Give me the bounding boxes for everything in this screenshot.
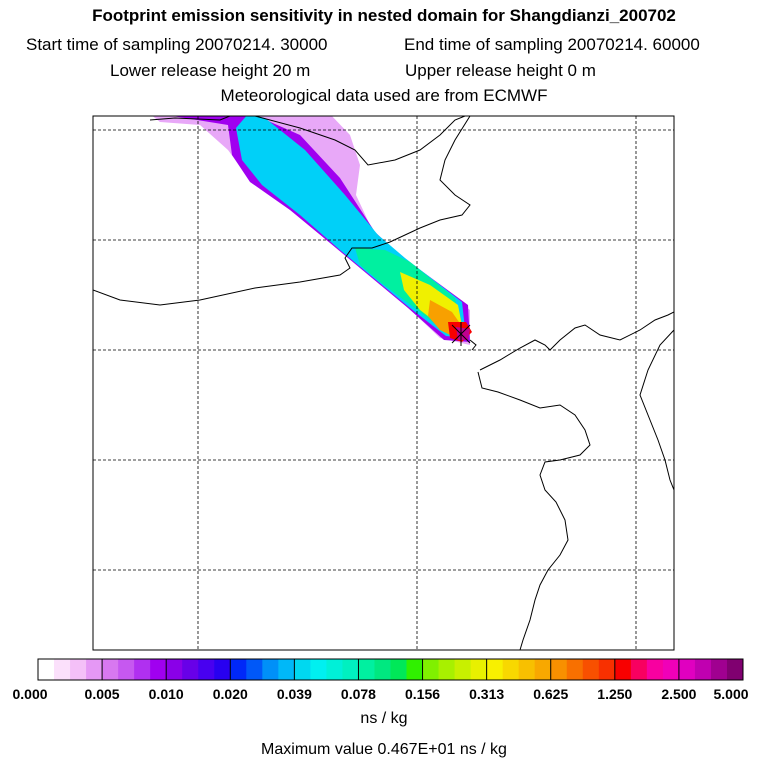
colorbar-cell bbox=[662, 659, 680, 680]
colorbar-cell bbox=[118, 659, 135, 680]
colorbar-tick-label: 5.000 bbox=[713, 686, 749, 702]
colorbar-cell bbox=[390, 659, 408, 680]
colorbar-cell bbox=[454, 659, 472, 680]
colorbar-cell bbox=[438, 659, 456, 680]
station-marker bbox=[451, 322, 471, 346]
colorbar-cell bbox=[630, 659, 648, 680]
coastline-layer bbox=[93, 116, 674, 650]
colorbar-cell bbox=[278, 659, 295, 680]
colorbar-cell bbox=[230, 659, 247, 680]
lower-height-label: Lower release height 20 m bbox=[110, 61, 311, 80]
colorbar-cell bbox=[374, 659, 391, 680]
colorbar-cell bbox=[726, 659, 744, 680]
colorbar-cell bbox=[582, 659, 600, 680]
colorbar-cell bbox=[678, 659, 696, 680]
colorbar-tick-label: 0.039 bbox=[276, 686, 312, 702]
colorbar-cell bbox=[358, 659, 375, 680]
colorbar-cell bbox=[86, 659, 103, 680]
colorbar-cell bbox=[534, 659, 552, 680]
colorbar-tick-label: 0.010 bbox=[148, 686, 184, 702]
coastline-north bbox=[149, 116, 466, 166]
colorbar-cell bbox=[406, 659, 424, 680]
colorbar-tick-label: 1.250 bbox=[597, 686, 633, 702]
colorbar-cell bbox=[486, 659, 504, 680]
grid-lines bbox=[93, 116, 674, 650]
upper-height-label: Upper release height 0 m bbox=[405, 61, 596, 80]
colorbar-cell bbox=[326, 659, 343, 680]
colorbar-cell bbox=[518, 659, 536, 680]
colorbar-frame bbox=[37, 658, 744, 681]
colorbar-tick-label: 0.078 bbox=[340, 686, 376, 702]
colorbar-cell bbox=[694, 659, 712, 680]
units-label: ns / kg bbox=[360, 710, 408, 727]
colorbar-cell bbox=[70, 659, 87, 680]
end-time-label: End time of sampling 20070214. 60000 bbox=[404, 35, 700, 54]
colorbar-cell bbox=[566, 659, 584, 680]
colorbar-tick-label: 0.000 bbox=[12, 686, 48, 702]
colorbar-cell bbox=[214, 659, 231, 680]
plume-max bbox=[456, 327, 470, 340]
colorbar-cell bbox=[342, 659, 359, 680]
colorbar-cell bbox=[134, 659, 151, 680]
colorbar-cell bbox=[310, 659, 327, 680]
colorbar-cell bbox=[598, 659, 616, 680]
colorbar-cell bbox=[166, 659, 183, 680]
coastline-korea bbox=[639, 329, 674, 491]
colorbar-cell bbox=[502, 659, 520, 680]
colorbar-cell bbox=[710, 659, 728, 680]
coastline-bay bbox=[93, 116, 471, 306]
colorbar-cell bbox=[198, 659, 215, 680]
colorbar-cell bbox=[614, 659, 632, 680]
colorbar-cell bbox=[262, 659, 279, 680]
met-data-label: Meteorological data used are from ECMWF bbox=[220, 86, 548, 105]
colorbar-cell bbox=[550, 659, 568, 680]
colorbar-cell bbox=[470, 659, 488, 680]
plume-layer bbox=[152, 116, 472, 345]
colorbar-cell bbox=[54, 659, 71, 680]
colorbar-cell bbox=[38, 659, 55, 680]
colorbar-tick-label: 0.005 bbox=[84, 686, 120, 702]
colorbar-cell bbox=[246, 659, 263, 680]
start-time-label: Start time of sampling 20070214. 30000 bbox=[26, 35, 328, 54]
colorbar bbox=[38, 659, 744, 680]
map-frame bbox=[92, 115, 675, 651]
map-title: Footprint emission sensitivity in nested… bbox=[92, 6, 676, 25]
max-value-label: Maximum value 0.467E+01 ns / kg bbox=[261, 741, 507, 758]
colorbar-tick-label: 0.156 bbox=[405, 686, 441, 702]
colorbar-cell bbox=[646, 659, 664, 680]
colorbar-cell bbox=[182, 659, 199, 680]
colorbar-cell bbox=[422, 659, 440, 680]
coastline-east bbox=[479, 311, 674, 371]
colorbar-tick-label: 0.625 bbox=[533, 686, 569, 702]
colorbar-dividers bbox=[101, 659, 680, 680]
colorbar-cell bbox=[102, 659, 119, 680]
coastline-peninsula bbox=[477, 371, 591, 650]
colorbar-tick-label: 0.020 bbox=[212, 686, 248, 702]
colorbar-cell bbox=[150, 659, 167, 680]
island bbox=[469, 339, 477, 351]
colorbar-tick-label: 2.500 bbox=[661, 686, 697, 702]
colorbar-tick-label: 0.313 bbox=[469, 686, 505, 702]
colorbar-cell bbox=[294, 659, 311, 680]
